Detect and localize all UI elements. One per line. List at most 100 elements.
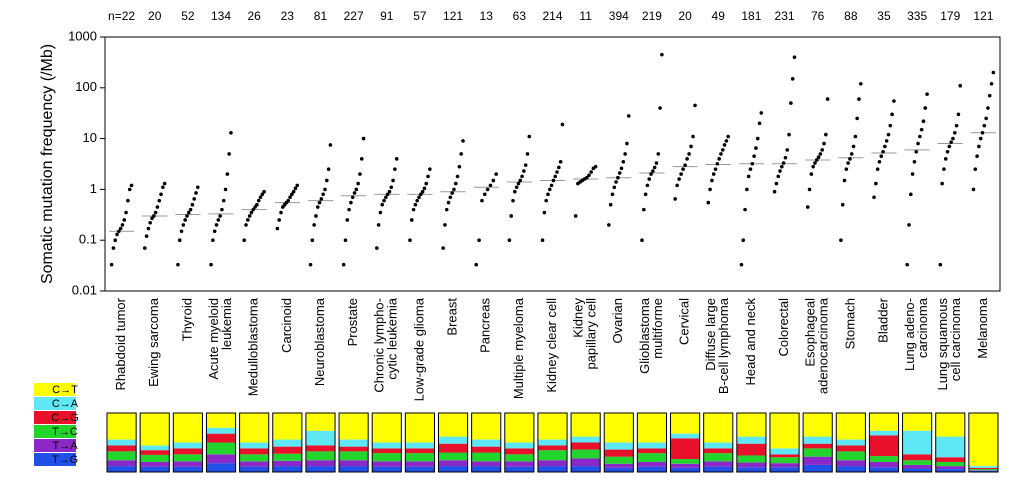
signature-segment [140, 413, 170, 446]
data-point [391, 178, 395, 183]
sample-count: 179 [940, 9, 960, 23]
data-point [251, 207, 256, 212]
legend-label: T→C [52, 426, 78, 438]
data-point [909, 192, 913, 197]
data-point [790, 77, 795, 81]
category-label: Kidney clear cell [544, 298, 559, 393]
signature-panel-frame [537, 412, 568, 473]
data-point [818, 152, 823, 156]
data-point [787, 132, 791, 137]
data-point [750, 161, 755, 166]
signature-segment [140, 461, 170, 467]
data-point [616, 175, 620, 180]
signature-panel-frame [802, 412, 833, 473]
data-point [115, 232, 119, 237]
signature-segment [471, 452, 501, 462]
data-point [218, 214, 222, 218]
data-point [947, 144, 952, 149]
data-point [807, 187, 812, 192]
data-point [642, 207, 646, 212]
data-point [385, 192, 390, 197]
data-point [455, 174, 460, 179]
category-label: B-cell lymphoma [716, 297, 731, 394]
signature-segment [736, 467, 766, 472]
data-point [375, 246, 379, 250]
category-label: Ovarian [610, 298, 625, 344]
data-point [851, 144, 856, 149]
signature-segment [571, 466, 601, 472]
data-point [558, 159, 563, 164]
data-point [884, 139, 889, 143]
data-point [811, 164, 815, 169]
category-label: multiforme [650, 298, 665, 359]
signature-panel-frame [404, 412, 435, 473]
data-point [792, 55, 797, 60]
data-point [361, 136, 366, 141]
category-label: Ewing sarcoma [146, 297, 161, 387]
data-point [693, 103, 697, 108]
data-point [345, 218, 350, 222]
signature-segment [836, 460, 866, 467]
signature-segment [537, 450, 568, 461]
data-point [428, 167, 432, 171]
signature-segment [703, 466, 733, 472]
signature-segment [637, 413, 667, 443]
data-point [677, 177, 681, 181]
data-point [256, 198, 261, 203]
data-point [573, 214, 578, 218]
data-point [892, 99, 896, 103]
data-point [654, 161, 659, 165]
signature-segment [173, 461, 203, 467]
data-point [978, 136, 983, 141]
data-point [177, 238, 182, 242]
data-point [315, 205, 320, 209]
data-point [376, 223, 381, 227]
signature-segment [107, 445, 137, 452]
category-label: cell carcinoma [948, 297, 963, 381]
data-point [258, 195, 263, 200]
legend-swatch [34, 425, 76, 438]
legend-label: C→A [52, 398, 79, 410]
data-point [846, 161, 850, 165]
category-label: Breast [444, 298, 459, 336]
signature-segment [604, 449, 634, 457]
signature-panel-frame [471, 412, 502, 473]
data-point [584, 175, 589, 180]
signature-segment [571, 449, 601, 459]
signature-segment [703, 453, 733, 462]
data-point [938, 262, 943, 267]
data-point [754, 146, 758, 150]
signature-segment [272, 446, 302, 454]
data-point [986, 106, 990, 110]
data-point [757, 121, 762, 126]
data-point [919, 127, 924, 132]
signature-segment [140, 445, 170, 451]
data-point [196, 185, 200, 190]
signature-panel-frame [570, 412, 601, 473]
data-point [991, 70, 996, 75]
signature-segment [803, 448, 833, 457]
sample-count: 23 [281, 9, 295, 23]
data-point [148, 221, 153, 225]
data-point [651, 169, 655, 173]
data-point [343, 238, 348, 242]
data-point [179, 229, 184, 234]
signature-segment [107, 460, 137, 467]
sample-count: 231 [775, 9, 795, 23]
category-label: Head and neck [743, 298, 758, 386]
data-point [741, 238, 746, 242]
data-point [673, 197, 677, 201]
data-point [853, 134, 858, 139]
category-label: Thyroid [179, 298, 194, 341]
legend-swatch [34, 439, 76, 452]
data-point [221, 198, 226, 203]
signature-segment [670, 438, 700, 460]
signature-panel-frame [835, 412, 866, 473]
signature-panel-frame [205, 412, 237, 473]
signature-segment [902, 413, 932, 431]
data-point [417, 195, 421, 200]
data-point [122, 218, 127, 222]
data-point [474, 262, 479, 267]
data-point [408, 238, 412, 242]
category-label: Melanoma [975, 297, 990, 358]
